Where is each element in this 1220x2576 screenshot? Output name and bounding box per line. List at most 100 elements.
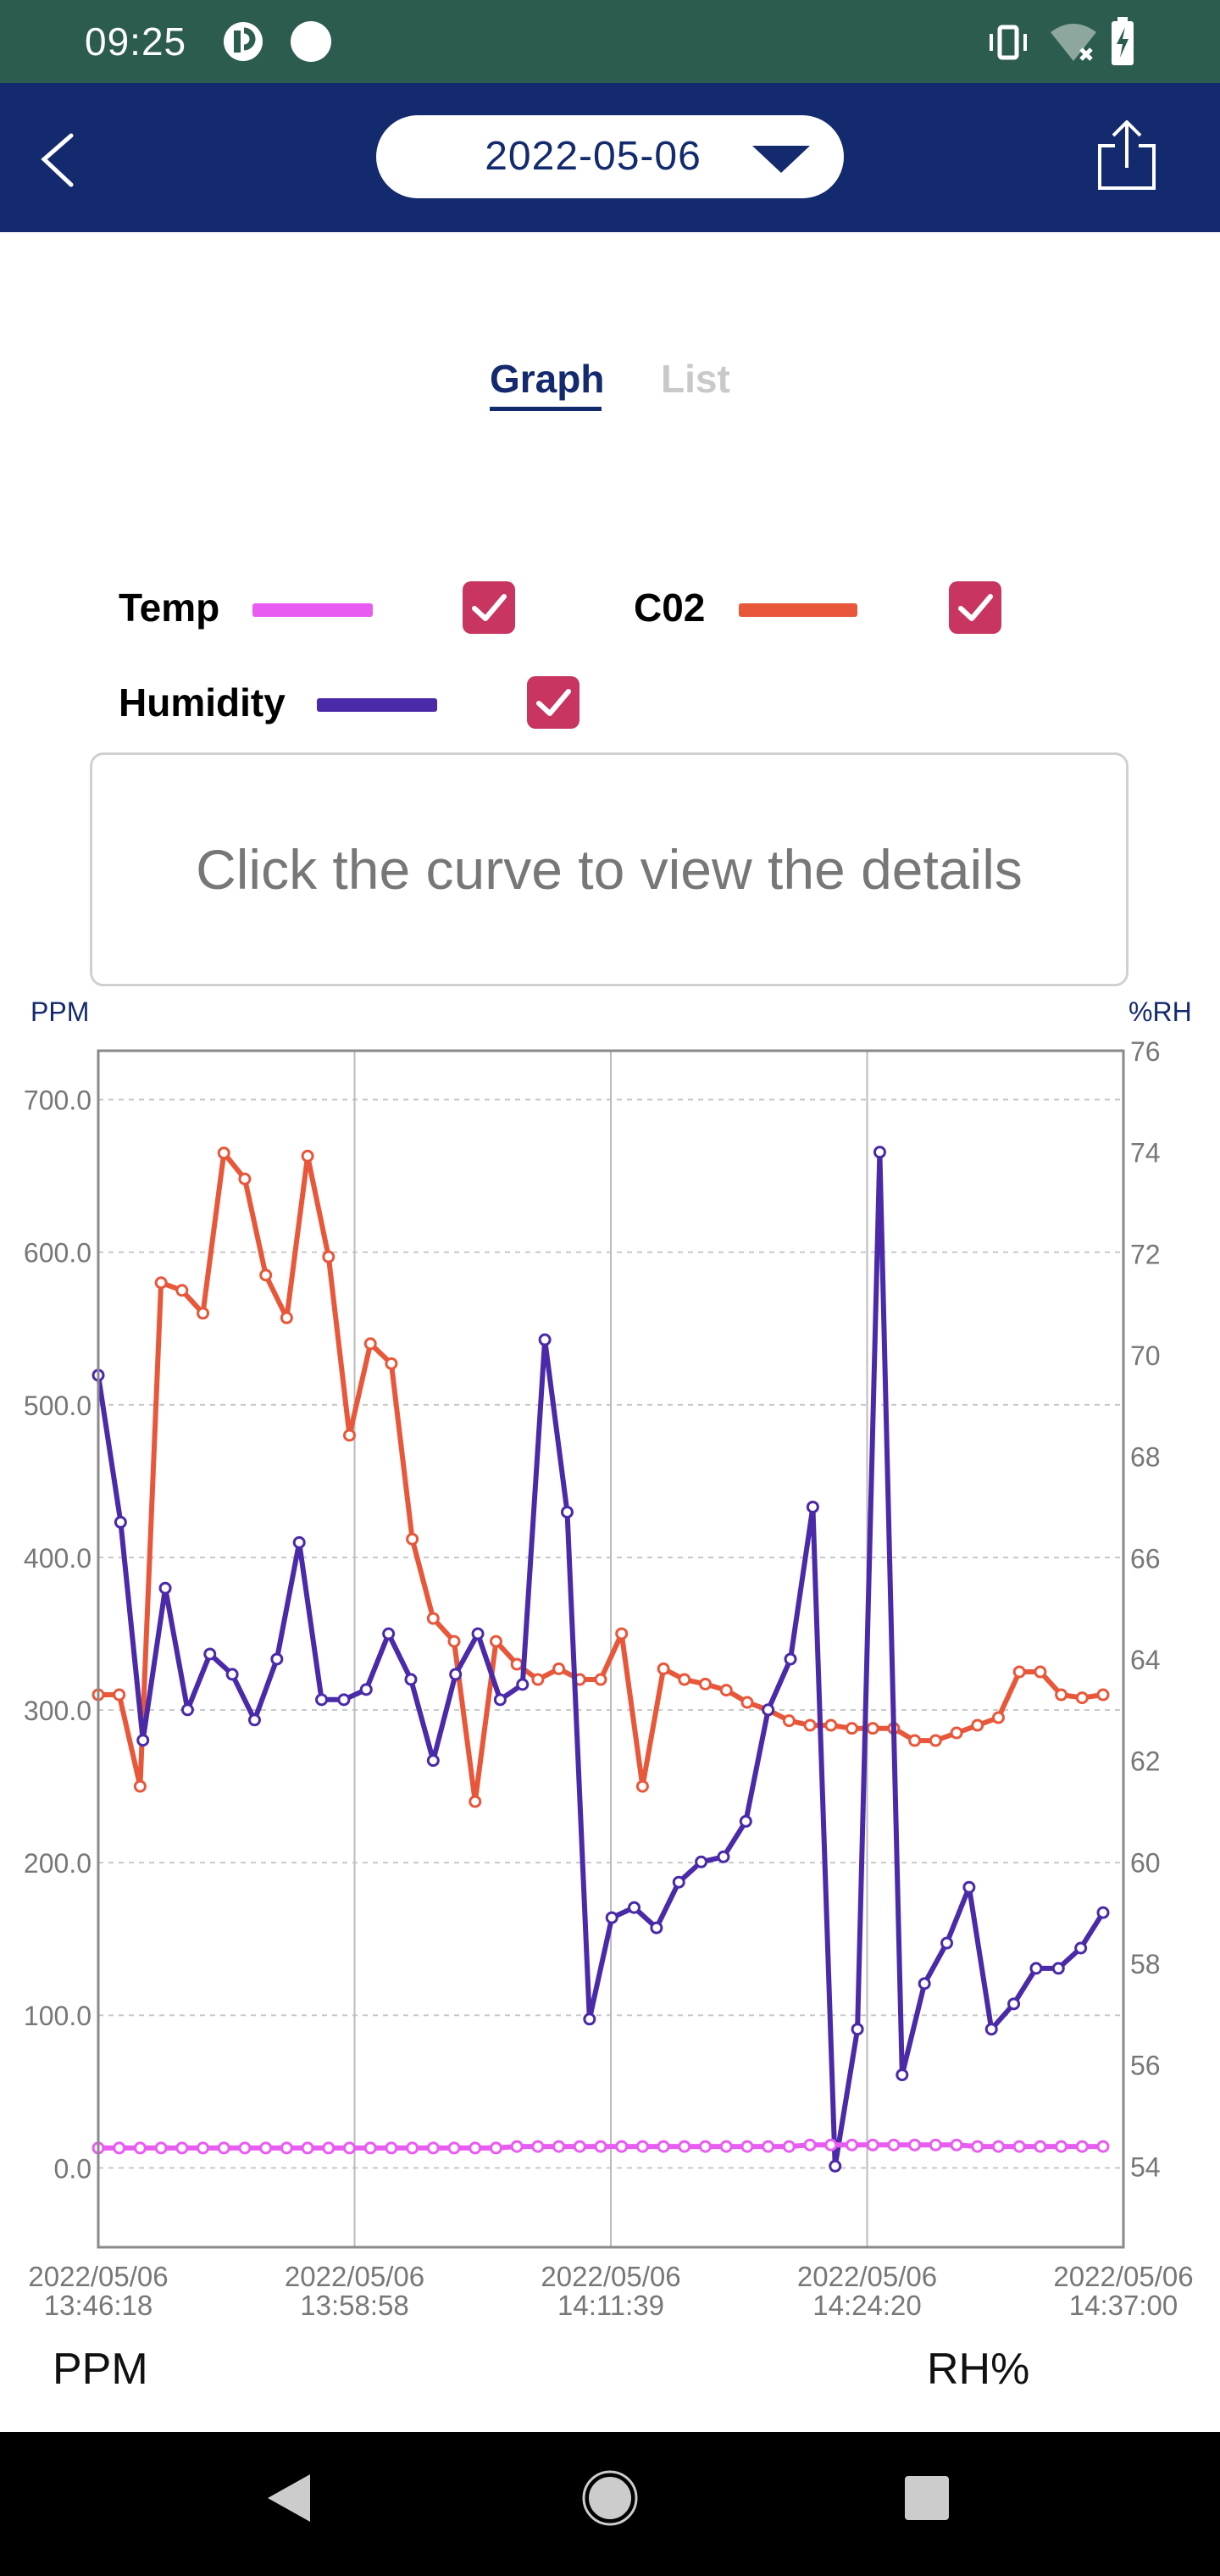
data-point-c02[interactable] — [447, 1635, 461, 1648]
data-point-c02[interactable] — [238, 1172, 252, 1185]
data-point-temp[interactable] — [573, 2140, 586, 2153]
date-selector[interactable]: 2022-05-06 — [376, 115, 844, 198]
data-point-c02[interactable] — [1034, 1665, 1047, 1679]
data-point-c02[interactable] — [343, 1429, 356, 1442]
data-point-temp[interactable] — [363, 2141, 377, 2155]
data-point-temp[interactable] — [552, 2140, 566, 2153]
data-point-temp[interactable] — [740, 2140, 754, 2153]
data-point-temp[interactable] — [971, 2140, 984, 2153]
data-point-temp[interactable] — [489, 2141, 502, 2155]
data-point-humidity[interactable] — [762, 1703, 775, 1717]
data-point-humidity[interactable] — [180, 1703, 194, 1717]
data-point-c02[interactable] — [991, 1711, 1005, 1724]
data-point-temp[interactable] — [133, 2141, 147, 2155]
data-point-humidity[interactable] — [739, 1814, 752, 1828]
data-point-c02[interactable] — [363, 1337, 377, 1351]
data-point-humidity[interactable] — [650, 1921, 663, 1935]
data-point-c02[interactable] — [699, 1677, 713, 1690]
data-point-c02[interactable] — [866, 1722, 879, 1735]
tab-list[interactable]: List — [661, 357, 730, 401]
humidity-checkbox[interactable] — [527, 676, 580, 729]
data-point-temp[interactable] — [259, 2141, 273, 2155]
data-point-humidity[interactable] — [337, 1693, 351, 1707]
data-point-humidity[interactable] — [426, 1754, 440, 1768]
data-point-temp[interactable] — [1096, 2140, 1110, 2153]
sensor-chart[interactable]: 700.0 600.0 500.0 400.0 300.0 200.0 100.0 0.0 76… — [0, 1000, 1220, 2330]
data-point-temp[interactable] — [908, 2138, 922, 2151]
data-point-c02[interactable] — [657, 1662, 670, 1675]
data-point-temp[interactable] — [782, 2140, 796, 2153]
data-point-temp[interactable] — [1034, 2140, 1047, 2153]
data-point-temp[interactable] — [929, 2138, 942, 2151]
data-point-temp[interactable] — [385, 2141, 398, 2155]
data-point-humidity[interactable] — [225, 1668, 239, 1681]
data-point-humidity[interactable] — [203, 1647, 217, 1661]
data-point-c02[interactable] — [615, 1627, 629, 1641]
data-point-temp[interactable] — [678, 2140, 691, 2153]
data-point-humidity[interactable] — [605, 1911, 618, 1924]
data-point-humidity[interactable] — [382, 1627, 396, 1641]
data-point-c02[interactable] — [113, 1688, 126, 1702]
data-point-c02[interactable] — [678, 1673, 691, 1686]
data-point-c02[interactable] — [594, 1673, 607, 1686]
data-point-c02[interactable] — [406, 1532, 419, 1546]
data-point-temp[interactable] — [447, 2141, 461, 2155]
data-point-c02[interactable] — [280, 1311, 293, 1324]
tab-graph[interactable]: Graph — [490, 357, 605, 401]
nav-recents-icon[interactable] — [903, 2474, 951, 2522]
data-point-temp[interactable] — [615, 2140, 629, 2153]
data-point-temp[interactable] — [531, 2140, 545, 2153]
data-point-temp[interactable] — [406, 2141, 419, 2155]
data-point-humidity[interactable] — [695, 1855, 708, 1868]
data-point-humidity[interactable] — [136, 1734, 150, 1747]
data-point-c02[interactable] — [322, 1250, 336, 1263]
data-point-humidity[interactable] — [784, 1652, 797, 1666]
data-point-humidity[interactable] — [1051, 1962, 1065, 1975]
data-point-c02[interactable] — [782, 1714, 796, 1728]
data-point-temp[interactable] — [322, 2141, 336, 2155]
data-point-temp[interactable] — [824, 2138, 838, 2151]
data-point-humidity[interactable] — [270, 1652, 284, 1666]
data-point-humidity[interactable] — [672, 1875, 685, 1889]
data-point-temp[interactable] — [866, 2138, 879, 2151]
data-point-c02[interactable] — [1075, 1691, 1089, 1705]
data-point-humidity[interactable] — [493, 1693, 507, 1707]
data-point-c02[interactable] — [133, 1779, 147, 1793]
data-point-humidity[interactable] — [851, 2023, 864, 2036]
data-point-humidity[interactable] — [829, 2159, 842, 2173]
nav-home-icon[interactable] — [581, 2469, 639, 2527]
data-point-humidity[interactable] — [962, 1880, 976, 1894]
data-point-c02[interactable] — [635, 1779, 649, 1793]
data-point-humidity[interactable] — [717, 1850, 730, 1863]
data-point-temp[interactable] — [197, 2141, 210, 2155]
data-point-temp[interactable] — [113, 2141, 126, 2155]
data-point-humidity[interactable] — [247, 1713, 261, 1727]
data-point-temp[interactable] — [1075, 2140, 1089, 2153]
data-point-temp[interactable] — [469, 2141, 482, 2155]
data-point-c02[interactable] — [426, 1612, 440, 1625]
data-point-c02[interactable] — [385, 1357, 398, 1370]
data-point-temp[interactable] — [238, 2141, 252, 2155]
data-point-temp[interactable] — [846, 2138, 858, 2151]
data-point-temp[interactable] — [594, 2140, 607, 2153]
data-point-humidity[interactable] — [315, 1693, 329, 1707]
data-point-humidity[interactable] — [1007, 1997, 1021, 2011]
data-point-temp[interactable] — [699, 2140, 713, 2153]
data-point-humidity[interactable] — [404, 1673, 418, 1686]
nav-back-icon[interactable] — [263, 2471, 313, 2525]
data-point-c02[interactable] — [510, 1657, 524, 1671]
data-point-temp[interactable] — [217, 2141, 230, 2155]
data-point-temp[interactable] — [635, 2140, 649, 2153]
data-point-c02[interactable] — [1012, 1665, 1026, 1679]
data-point-temp[interactable] — [426, 2141, 440, 2155]
data-point-humidity[interactable] — [873, 1146, 886, 1159]
data-point-c02[interactable] — [950, 1726, 963, 1740]
data-point-humidity[interactable] — [471, 1627, 485, 1641]
data-point-temp[interactable] — [1012, 2140, 1026, 2153]
data-point-temp[interactable] — [343, 2141, 356, 2155]
data-point-c02[interactable] — [552, 1662, 566, 1675]
data-point-temp[interactable] — [154, 2141, 168, 2155]
data-point-humidity[interactable] — [628, 1901, 641, 1914]
data-point-c02[interactable] — [489, 1635, 502, 1648]
data-point-humidity[interactable] — [538, 1333, 552, 1346]
